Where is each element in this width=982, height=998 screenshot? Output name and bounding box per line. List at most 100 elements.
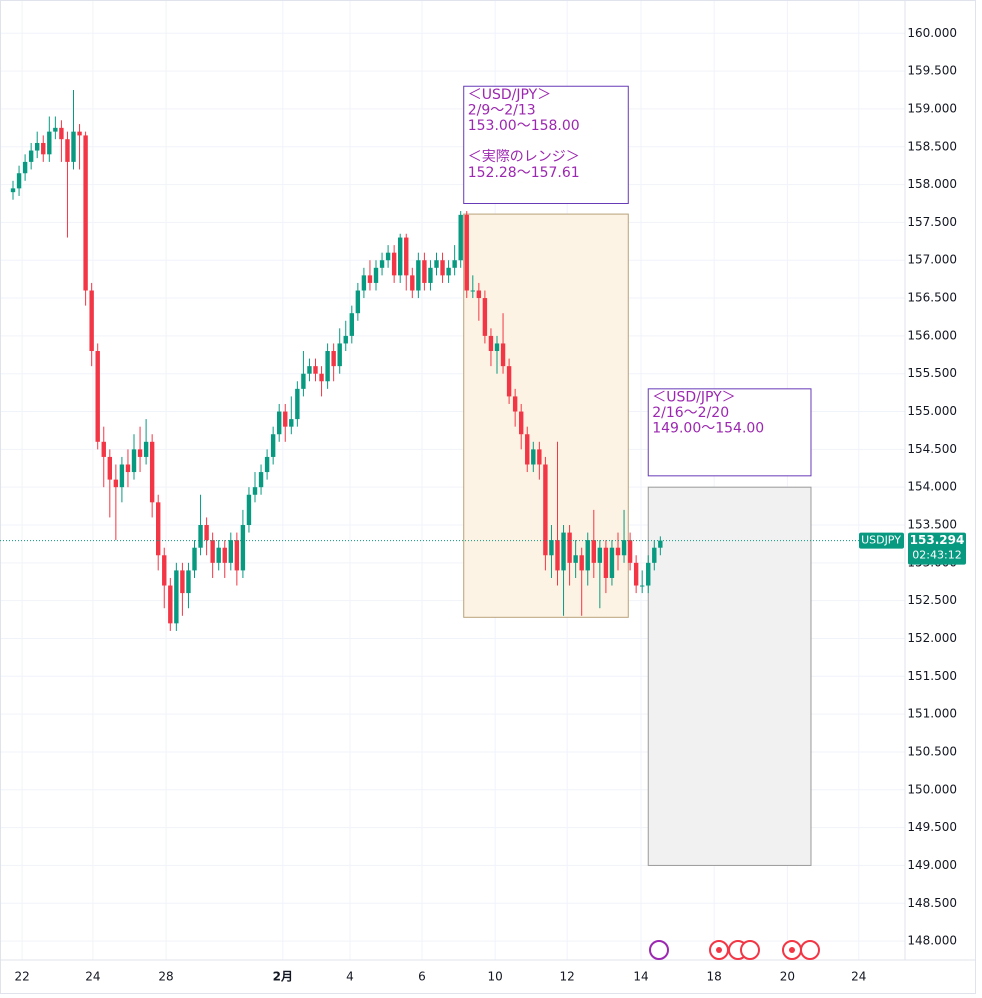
candle-body: [518, 411, 524, 435]
y-tick-label: 154.500: [907, 442, 957, 456]
candle-body: [246, 494, 252, 526]
candle-body: [156, 502, 161, 556]
candle-body: [416, 260, 421, 291]
y-tick-label: 158.000: [907, 177, 957, 191]
candle-body: [337, 343, 342, 367]
note-actual-range: 152.28〜157.61: [468, 165, 580, 181]
y-tick-label: 159.500: [907, 64, 957, 78]
candle: [615, 532, 621, 571]
candle-body: [543, 464, 548, 556]
candle: [652, 540, 657, 571]
candle-body: [597, 547, 603, 563]
candle-body: [440, 260, 445, 276]
candle: [41, 135, 46, 162]
candle: [567, 525, 572, 586]
candle-body: [252, 487, 258, 495]
candle: [482, 290, 488, 344]
y-tick-label: 149.000: [907, 858, 957, 872]
candle: [525, 426, 530, 473]
y-tick-label: 150.500: [907, 744, 957, 758]
candle-body: [125, 464, 131, 473]
candle: [113, 464, 119, 541]
candle: [95, 343, 100, 450]
candle-body: [313, 366, 318, 374]
y-tick-label: 155.500: [907, 366, 957, 380]
symbol-label: USDJPY: [861, 534, 901, 547]
last-price-label: 153.294: [910, 533, 965, 547]
candle-body: [379, 260, 385, 268]
candle: [633, 555, 639, 594]
note-range: 149.00〜154.00: [652, 420, 764, 436]
candle: [434, 252, 439, 276]
y-tick-label: 150.000: [907, 782, 957, 796]
candle: [277, 403, 282, 442]
candle-body: [555, 540, 560, 571]
candle-body: [162, 555, 167, 586]
note-range: 153.00〜158.00: [468, 118, 580, 134]
candle: [131, 434, 137, 480]
x-tick-label: 4: [346, 970, 354, 984]
candle: [222, 540, 227, 578]
candle-body: [95, 351, 100, 442]
range-zone: [647, 486, 812, 866]
candle-body: [264, 456, 270, 473]
candle-body: [143, 441, 149, 457]
candle-body: [258, 472, 264, 488]
candle: [216, 540, 221, 571]
candle-body: [500, 343, 506, 367]
candle-body: [537, 449, 542, 465]
candle-body: [283, 411, 288, 427]
x-tick-label: 22: [14, 970, 29, 984]
candle: [143, 419, 149, 465]
candle: [379, 252, 385, 276]
candle-body: [615, 547, 621, 556]
candle: [168, 577, 173, 631]
candle: [579, 547, 584, 616]
candle-body: [494, 343, 500, 352]
x-tick-label: 10: [488, 970, 503, 984]
candle: [591, 509, 596, 578]
candle-body: [627, 540, 633, 563]
note-title: ＜USD/JPY＞: [652, 389, 735, 405]
candle-body: [168, 585, 173, 624]
candle-body: [621, 540, 627, 556]
candle: [325, 343, 330, 389]
candle: [464, 211, 469, 299]
candle: [101, 426, 106, 488]
candle: [331, 343, 336, 382]
candle-body: [240, 525, 246, 571]
candle: [71, 90, 76, 170]
candle: [301, 351, 306, 397]
y-tick-label: 155.000: [907, 404, 957, 418]
candle-body: [633, 562, 639, 586]
candle-body: [270, 434, 276, 457]
candle-body: [361, 275, 367, 291]
candle-body: [658, 540, 663, 548]
candle: [107, 449, 113, 518]
candle: [470, 275, 475, 299]
candle-body: [204, 525, 209, 541]
note-actual-title: ＜実際のレンジ＞: [468, 149, 580, 165]
candle: [506, 358, 512, 404]
event-icons[interactable]: [649, 940, 820, 960]
candle: [537, 441, 542, 480]
candle: [488, 328, 494, 367]
candle: [319, 366, 324, 397]
candle: [204, 517, 209, 556]
candle-body: [107, 456, 113, 480]
candle: [59, 120, 64, 162]
candle-body: [397, 237, 403, 276]
x-tick-label: 24: [85, 970, 100, 984]
candle: [404, 233, 409, 291]
candle-body: [410, 275, 415, 291]
candle-body: [65, 139, 70, 162]
y-tick-label: 152.500: [907, 593, 957, 607]
candle-body: [331, 351, 336, 367]
candle-body: [367, 275, 373, 283]
candle-body: [301, 373, 306, 389]
candle-body: [343, 335, 348, 344]
candle-body: [452, 260, 457, 268]
symbol-badge: [859, 532, 904, 549]
